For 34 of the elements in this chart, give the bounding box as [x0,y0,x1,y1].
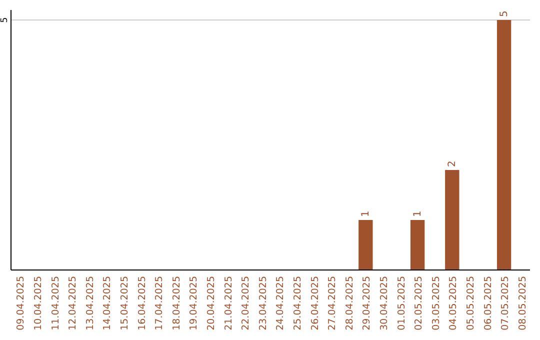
data-label: 2 [447,160,458,167]
x-tick-label: 23.04.2025 [258,276,269,330]
x-tick-label: 03.05.2025 [430,276,442,330]
x-tick-label: 07.05.2025 [500,276,512,330]
x-tick-label: 28.04.2025 [344,276,356,330]
x-tick-label: 30.04.2025 [378,276,390,330]
x-tick-label: 01.05.2025 [396,276,408,330]
x-tick-label: 25.04.2025 [292,276,304,330]
x-tick-label: 24.04.2025 [275,276,286,330]
x-tick-label: 20.04.2025 [206,276,217,330]
x-tick-label: 04.05.2025 [448,276,460,330]
x-tick-label: 09.04.2025 [16,276,27,330]
x-tick-label: 27.04.2025 [327,276,338,330]
x-tick-label: 14.04.2025 [102,276,114,330]
x-tick-label: 18.04.2025 [171,276,182,330]
data-label: 1 [360,210,372,217]
x-tick-label: 08.05.2025 [517,276,528,330]
x-tick-label: 06.05.2025 [482,276,494,330]
x-tick-label: 22.04.2025 [240,276,252,330]
x-tick-label: 15.04.2025 [119,276,130,330]
x-tick-label: 10.04.2025 [32,276,44,330]
x-tick-label: 05.05.2025 [465,276,476,330]
x-tick-label: 29.04.2025 [362,276,373,330]
x-tick-label: 02.05.2025 [414,276,425,330]
x-tick-label: 16.04.2025 [136,276,148,330]
x-tick-label: 26.04.2025 [310,276,321,330]
x-tick-label: 12.04.2025 [68,276,79,330]
x-tick-label: 11.04.2025 [50,276,62,330]
x-tick-label: 19.04.2025 [188,276,200,330]
x-tick-label: 21.04.2025 [223,276,234,330]
data-label: 5 [499,10,510,17]
data-label: 1 [412,210,424,217]
x-tick-label: 17.04.2025 [154,276,166,330]
x-tick-label: 13.04.2025 [84,276,96,330]
